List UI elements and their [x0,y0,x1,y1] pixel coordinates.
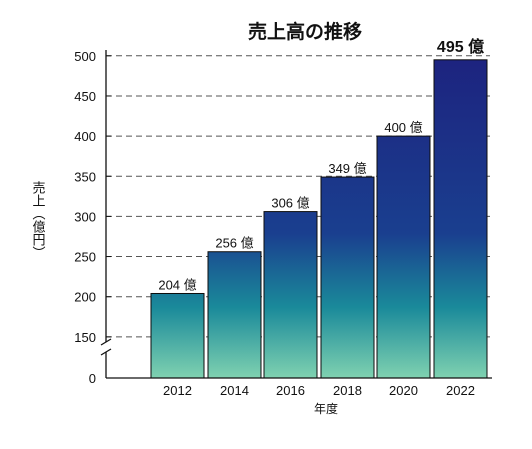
bar-2018 [320,176,375,379]
y-tick-450: 450 [74,89,96,104]
x-tick-labels: 2012 2014 2016 2018 2020 2022 [163,383,475,398]
x-tick-2012: 2012 [163,383,192,398]
data-label-2016: 306 億 [271,196,309,211]
y-tick-labels: 0 150 200 250 300 350 400 450 500 [74,49,96,386]
x-tick-2020: 2020 [389,383,418,398]
y-tick-200: 200 [74,290,96,305]
y-tick-500: 500 [74,49,96,64]
y-tick-150: 150 [74,330,96,345]
x-tick-2022: 2022 [446,383,475,398]
data-label-2022: 495 億 [437,37,484,56]
x-axis-label: 年度 [314,401,338,416]
y-axis-label: 売上（億円） [31,180,46,259]
bar-2020 [376,135,431,379]
y-tick-0: 0 [89,371,96,386]
bar-2012 [150,292,205,379]
y-axis-break-lower [100,348,112,356]
data-labels: 204 億 256 億 306 億 349 億 400 億 495 億 [158,37,484,293]
data-label-2012: 204 億 [158,277,196,292]
y-tick-300: 300 [74,209,96,224]
axes [100,50,492,379]
data-label-2014: 256 億 [215,236,253,251]
bar-2016 [263,211,318,379]
x-tick-2018: 2018 [333,383,362,398]
y-tick-400: 400 [74,129,96,144]
data-label-2020: 400 億 [384,120,422,135]
y-axis-break-upper [100,338,112,346]
bars [150,59,488,379]
chart-title: 売上高の推移 [248,20,362,43]
bar-2022 [433,59,488,379]
x-tick-2014: 2014 [220,383,249,398]
x-tick-2016: 2016 [276,383,305,398]
y-tick-350: 350 [74,169,96,184]
y-tick-250: 250 [74,250,96,265]
bar-2014 [207,251,262,379]
data-label-2018: 349 億 [328,161,366,176]
